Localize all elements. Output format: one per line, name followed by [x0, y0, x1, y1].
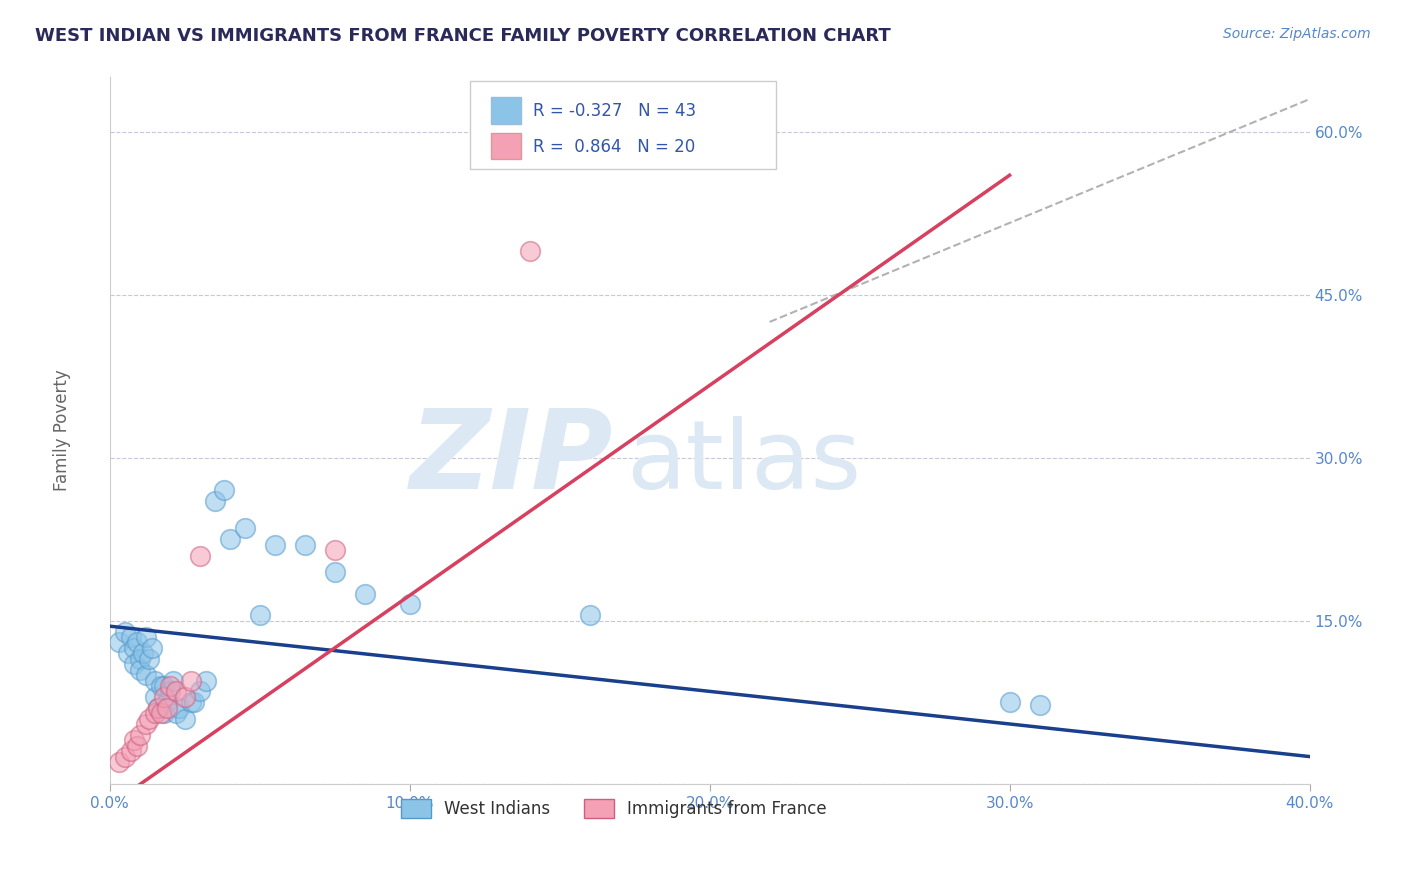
- Point: [353, 586, 375, 600]
- Point: [1028, 698, 1050, 713]
- Point: [149, 706, 172, 720]
- Point: [323, 565, 346, 579]
- Point: [233, 521, 256, 535]
- Point: [180, 673, 202, 688]
- Point: [173, 712, 195, 726]
- Point: [128, 728, 150, 742]
- Point: [152, 706, 174, 720]
- Point: [188, 549, 211, 563]
- Point: [107, 755, 129, 769]
- FancyBboxPatch shape: [470, 81, 776, 169]
- Point: [146, 700, 169, 714]
- Point: [120, 630, 142, 644]
- Point: [173, 690, 195, 704]
- Point: [125, 739, 148, 753]
- Point: [180, 695, 202, 709]
- Bar: [491, 133, 522, 160]
- Text: atlas: atlas: [626, 416, 860, 508]
- Point: [263, 538, 285, 552]
- Point: [117, 646, 139, 660]
- Text: R =  0.864   N = 20: R = 0.864 N = 20: [533, 137, 696, 156]
- Text: Family Poverty: Family Poverty: [53, 369, 70, 491]
- Point: [152, 690, 174, 704]
- Point: [135, 630, 157, 644]
- Point: [143, 706, 166, 720]
- Point: [167, 700, 190, 714]
- Point: [323, 543, 346, 558]
- Point: [152, 679, 174, 693]
- Point: [138, 712, 160, 726]
- Point: [149, 679, 172, 693]
- Point: [578, 608, 600, 623]
- Point: [183, 695, 205, 709]
- Point: [122, 657, 145, 672]
- Point: [128, 663, 150, 677]
- Point: [294, 538, 316, 552]
- Point: [165, 684, 187, 698]
- Point: [218, 533, 240, 547]
- Text: Source: ZipAtlas.com: Source: ZipAtlas.com: [1223, 27, 1371, 41]
- Point: [135, 717, 157, 731]
- Point: [249, 608, 271, 623]
- Point: [138, 652, 160, 666]
- Bar: [491, 97, 522, 124]
- Point: [159, 679, 181, 693]
- Point: [132, 646, 155, 660]
- Point: [125, 635, 148, 649]
- Point: [122, 733, 145, 747]
- Point: [159, 684, 181, 698]
- Point: [120, 744, 142, 758]
- Point: [998, 695, 1021, 709]
- Point: [212, 483, 235, 498]
- Point: [188, 684, 211, 698]
- Point: [107, 635, 129, 649]
- Point: [143, 690, 166, 704]
- Point: [156, 695, 179, 709]
- Point: [135, 668, 157, 682]
- Point: [146, 700, 169, 714]
- Point: [204, 494, 226, 508]
- Point: [114, 624, 136, 639]
- Point: [143, 673, 166, 688]
- Point: [122, 640, 145, 655]
- Point: [156, 700, 179, 714]
- Point: [162, 673, 184, 688]
- Legend: West Indians, Immigrants from France: West Indians, Immigrants from France: [394, 792, 834, 825]
- Point: [519, 244, 541, 259]
- Point: [165, 706, 187, 720]
- Point: [128, 652, 150, 666]
- Point: [114, 749, 136, 764]
- Point: [194, 673, 217, 688]
- Text: ZIP: ZIP: [411, 405, 613, 512]
- Text: R = -0.327   N = 43: R = -0.327 N = 43: [533, 103, 696, 120]
- Text: WEST INDIAN VS IMMIGRANTS FROM FRANCE FAMILY POVERTY CORRELATION CHART: WEST INDIAN VS IMMIGRANTS FROM FRANCE FA…: [35, 27, 891, 45]
- Point: [141, 640, 163, 655]
- Point: [398, 598, 420, 612]
